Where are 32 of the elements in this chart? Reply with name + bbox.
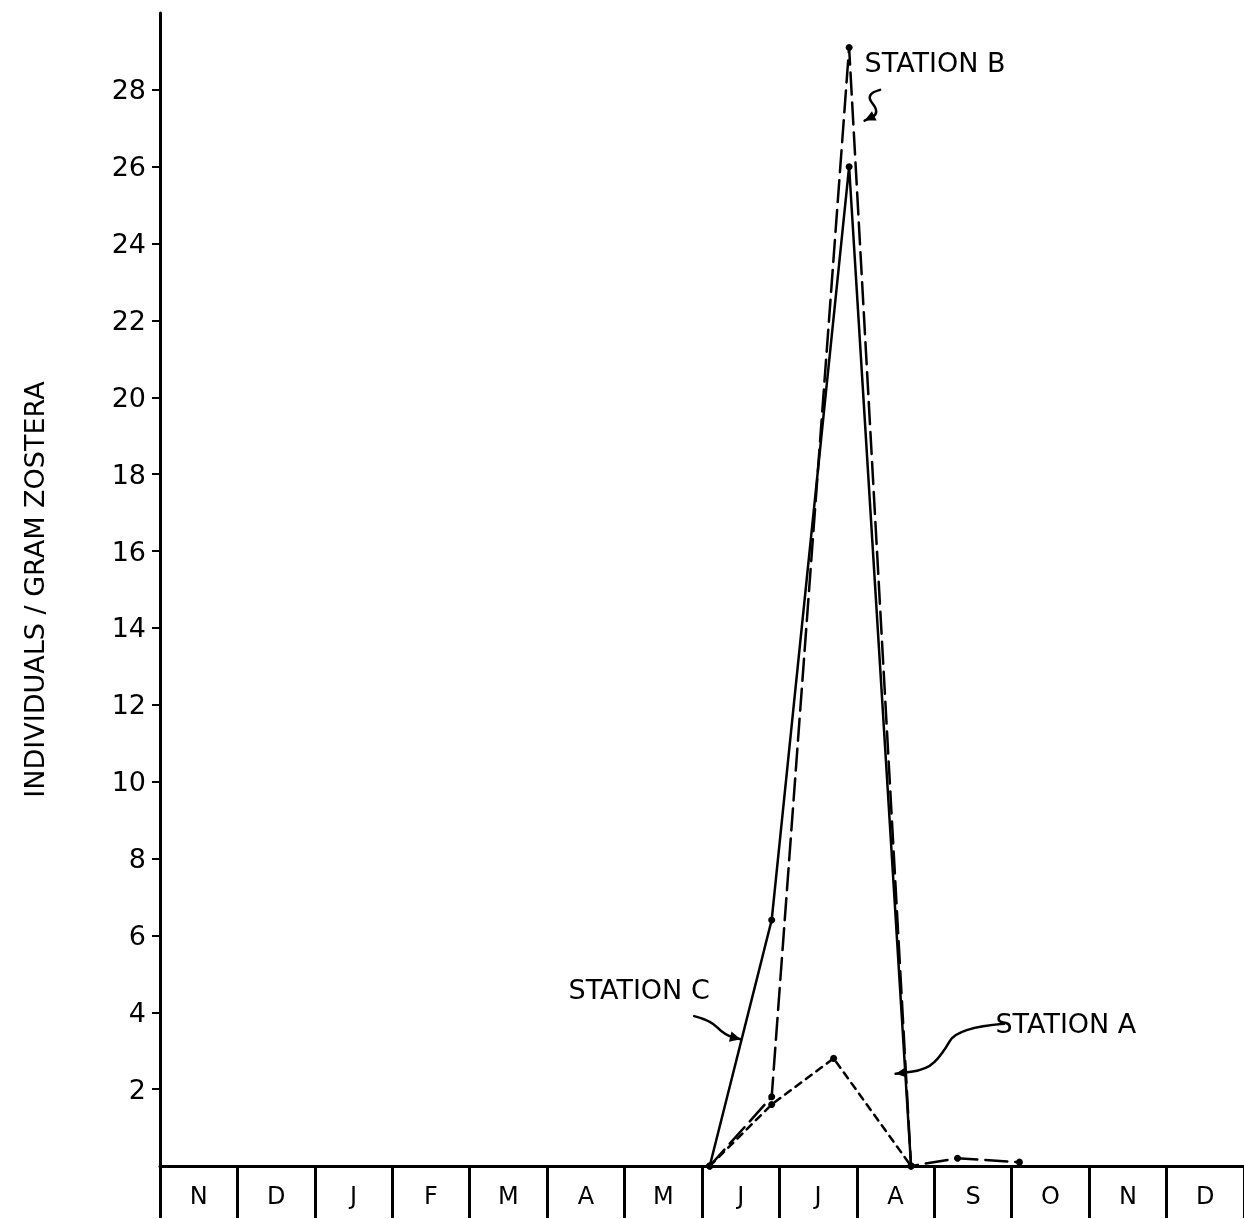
y-tick-label: 22 — [111, 304, 146, 336]
y-tick-label: 8 — [128, 843, 146, 875]
series-label: STATION C — [568, 973, 710, 1005]
x-tick-label: A — [577, 1182, 595, 1210]
x-tick-label: N — [1118, 1182, 1137, 1210]
x-tick-label: N — [189, 1182, 208, 1210]
y-tick-label: 26 — [111, 151, 146, 183]
x-tick-label: M — [652, 1182, 674, 1210]
x-tick-label: M — [498, 1182, 519, 1210]
series-label: STATION B — [864, 47, 1006, 79]
y-tick-label: 24 — [111, 228, 146, 260]
y-tick-label: 18 — [111, 458, 146, 490]
y-tick-label: 14 — [111, 612, 146, 644]
x-tick-label: D — [266, 1182, 286, 1210]
x-tick-label: A — [887, 1182, 905, 1210]
y-tick-label: 10 — [111, 766, 146, 798]
x-tick-label: D — [1196, 1182, 1215, 1210]
y-axis-title: INDIVIDUALS / GRAM ZOSTERA — [19, 380, 50, 798]
x-tick-label: J — [735, 1182, 745, 1210]
x-tick-label: J — [348, 1182, 358, 1210]
y-tick-label: 4 — [128, 996, 146, 1028]
y-tick-label: 6 — [128, 919, 146, 951]
text: STATION A — [995, 1008, 1137, 1040]
x-tick-label: S — [965, 1182, 981, 1210]
y-tick-label: 12 — [111, 689, 146, 721]
y-tick-label: 2 — [128, 1073, 146, 1105]
x-tick-label: J — [812, 1182, 822, 1210]
y-tick-label: 20 — [111, 381, 146, 413]
y-tick-label: 16 — [111, 535, 146, 567]
y-tick-label: 28 — [111, 74, 146, 106]
x-tick-label: F — [424, 1182, 438, 1210]
x-tick-label: O — [1040, 1182, 1060, 1210]
